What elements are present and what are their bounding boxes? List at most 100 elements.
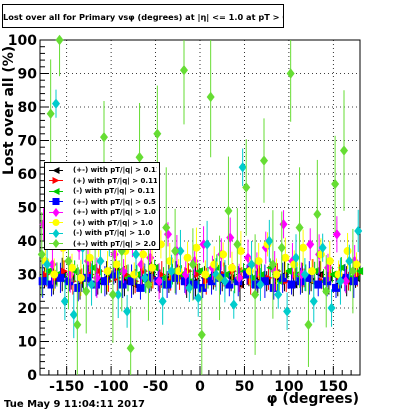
data-point	[136, 283, 145, 292]
y-axis-label: Lost over all (%)	[1, 45, 17, 175]
data-point	[47, 280, 56, 289]
data-point	[144, 279, 153, 290]
data-point	[148, 263, 156, 272]
legend-symbol	[52, 228, 60, 238]
data-point	[316, 250, 325, 259]
legend-label: (+-) with pT/|q| > 0.11	[73, 166, 157, 175]
data-point	[245, 267, 254, 276]
data-point	[44, 267, 52, 276]
y-tick-label: 80	[18, 100, 38, 116]
legend-label: (+-) with pT/|q| > 0.5	[73, 197, 156, 206]
x-tick-label: -100	[94, 379, 129, 395]
legend-symbol	[52, 207, 60, 217]
legend-marker	[49, 239, 63, 249]
data-point	[130, 270, 139, 279]
data-point	[174, 267, 183, 276]
legend-marker	[49, 207, 63, 217]
data-point	[108, 289, 117, 300]
data-point	[336, 276, 345, 287]
data-point	[64, 255, 73, 267]
legend-marker	[49, 187, 63, 195]
data-point	[286, 68, 295, 79]
data-point	[343, 247, 352, 256]
y-tick-label: 90	[18, 67, 38, 83]
data-point	[345, 255, 354, 267]
legend-marker	[49, 166, 63, 174]
x-tick-label: 0	[195, 379, 205, 395]
data-point	[55, 34, 64, 46]
legend: (+-) with pT/|q| > 0.11 (+) with pT/|q| >…	[44, 162, 160, 250]
legend-marker	[49, 177, 63, 185]
data-point	[300, 269, 309, 280]
legend-entry: (+) with pT/|q| > 1.0	[47, 218, 157, 229]
data-point	[139, 250, 148, 259]
legend-marker	[49, 228, 63, 238]
legend-symbol	[52, 198, 60, 206]
data-point	[195, 267, 204, 276]
data-point	[46, 108, 55, 119]
data-point	[153, 128, 162, 139]
data-point	[290, 260, 299, 269]
data-point	[314, 280, 323, 289]
data-point	[236, 247, 245, 256]
data-point	[221, 270, 230, 279]
data-point	[42, 270, 51, 279]
data-point	[243, 270, 252, 279]
legend-symbol	[52, 166, 60, 174]
data-point	[279, 219, 288, 230]
data-point	[340, 145, 348, 156]
data-point	[103, 267, 112, 276]
x-axis-label: φ (degrees)	[266, 391, 359, 407]
data-point	[207, 277, 216, 286]
data-point	[283, 306, 292, 317]
data-point	[65, 277, 74, 286]
data-point	[242, 182, 251, 193]
legend-entry: (+-) with pT/|q| > 0.5	[47, 197, 157, 208]
data-point	[228, 263, 236, 272]
data-point	[304, 319, 313, 330]
data-point	[39, 219, 48, 230]
data-point	[100, 131, 108, 143]
data-point	[157, 270, 166, 279]
data-point	[37, 249, 46, 260]
data-point	[225, 280, 234, 289]
data-point	[296, 277, 305, 286]
data-point	[95, 267, 104, 276]
data-point	[251, 289, 260, 300]
data-point	[159, 273, 168, 282]
data-point	[50, 270, 59, 279]
data-point	[198, 283, 207, 292]
legend-entry: (+-) with pT/|q| > 0.11	[47, 165, 157, 176]
data-point	[318, 242, 327, 253]
legend-entry: (-) with pT/|q| > 0.11	[47, 186, 157, 197]
data-point	[189, 280, 198, 289]
y-tick-label: 70	[18, 134, 38, 150]
legend-symbol	[52, 177, 60, 185]
data-point	[284, 267, 292, 276]
y-tick-label: 30	[18, 268, 38, 284]
x-tick-label: 150	[319, 379, 348, 395]
legend-symbol	[52, 187, 60, 195]
data-point	[56, 273, 65, 282]
data-point	[238, 162, 247, 173]
data-point	[229, 299, 238, 310]
data-point	[162, 222, 171, 233]
data-point	[341, 276, 350, 287]
data-point	[123, 306, 132, 317]
data-point	[202, 277, 211, 286]
data-point	[269, 283, 278, 292]
data-point	[69, 309, 78, 320]
data-point	[334, 270, 343, 279]
data-point	[313, 209, 322, 220]
data-point	[193, 270, 202, 279]
data-point	[325, 257, 334, 266]
data-point	[112, 260, 121, 269]
data-point	[322, 286, 331, 297]
data-point	[206, 91, 215, 103]
legend-label: (-) with pT/|q| > 1.0	[73, 229, 150, 238]
data-point	[215, 272, 224, 284]
data-point	[299, 243, 308, 252]
data-point	[210, 260, 219, 269]
data-point	[171, 245, 180, 257]
data-point	[219, 250, 228, 259]
